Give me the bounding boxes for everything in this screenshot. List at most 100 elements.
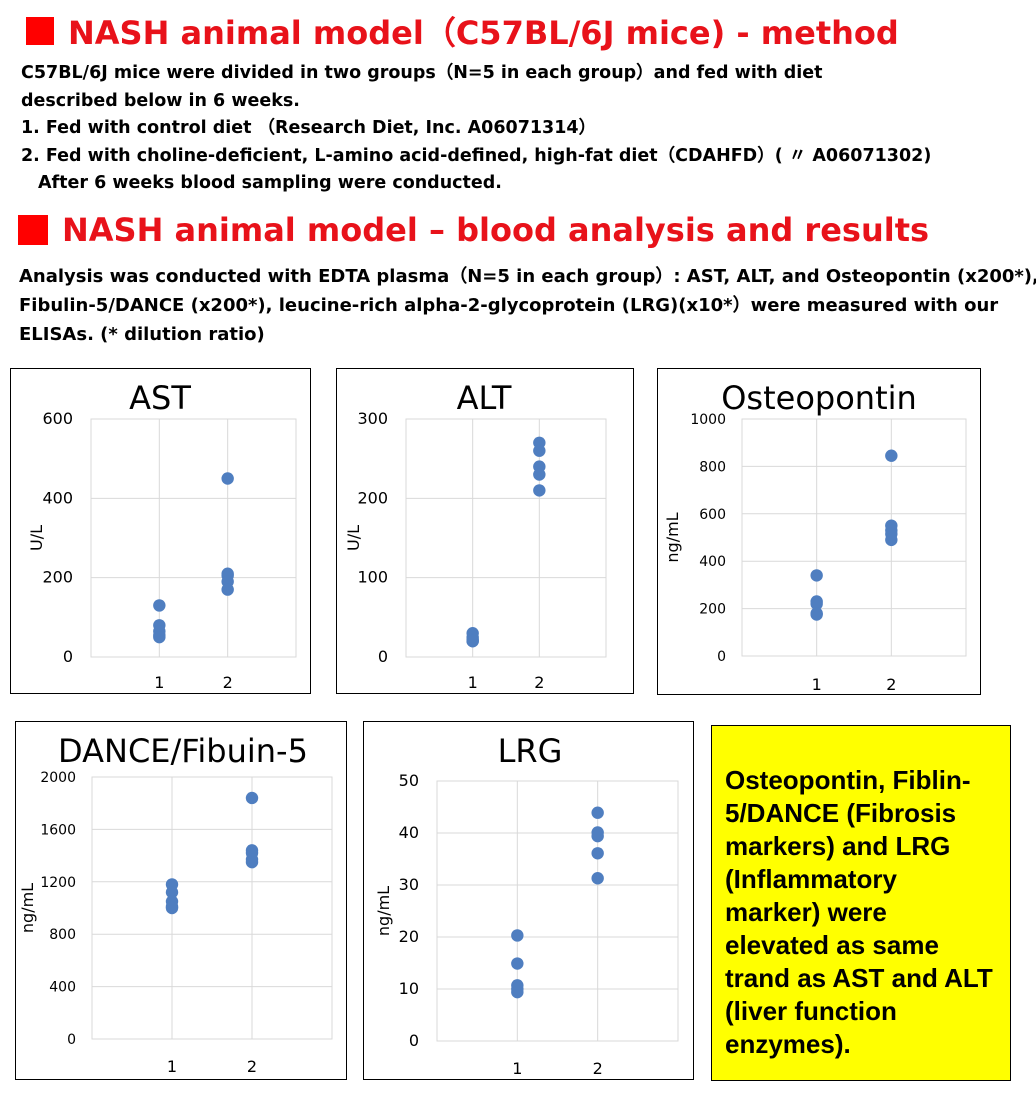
data-point xyxy=(533,444,546,457)
y-tick-label: 800 xyxy=(699,459,726,475)
chart-title: ALT xyxy=(457,379,512,417)
method-line: described below in 6 weeks. xyxy=(21,90,300,111)
chart-title: DANCE/Fibuin-5 xyxy=(58,732,308,770)
y-axis-label: ng/mL xyxy=(374,886,393,936)
chart-title: AST xyxy=(129,379,191,417)
x-tick-label: 2 xyxy=(886,675,896,694)
plot-area xyxy=(405,418,607,658)
y-axis-label: U/L xyxy=(344,525,363,551)
data-point xyxy=(591,847,604,860)
plot-area xyxy=(91,776,333,1040)
y-tick-label: 0 xyxy=(717,649,726,665)
data-point xyxy=(885,449,898,462)
method-line: C57BL/6J mice were divided in two groups… xyxy=(21,63,823,83)
x-tick-label: 1 xyxy=(167,1057,177,1076)
data-point xyxy=(221,472,234,485)
results-line: ELISAs. (* dilution ratio) xyxy=(19,324,265,345)
y-tick-label: 600 xyxy=(42,409,73,428)
y-tick-label: 100 xyxy=(357,568,388,587)
data-point xyxy=(533,484,546,497)
y-tick-label: 200 xyxy=(699,602,726,618)
plot-area xyxy=(741,418,967,657)
y-tick-label: 1200 xyxy=(40,875,76,891)
data-point xyxy=(810,569,823,582)
y-tick-label: 400 xyxy=(49,980,76,996)
y-tick-label: 600 xyxy=(699,507,726,523)
chart-svg: AST 0 200 400 600 1 2 U/L xyxy=(27,379,297,692)
y-tick-label: 1600 xyxy=(40,822,76,838)
x-tick-label: 1 xyxy=(812,675,822,694)
x-tick-label: 2 xyxy=(223,673,233,692)
y-tick-label: 0 xyxy=(67,1032,76,1048)
data-point xyxy=(165,886,179,899)
data-point xyxy=(591,806,604,819)
method-paragraph: C57BL/6J mice were divided in two groups… xyxy=(21,60,931,198)
chart-ast: AST 0 200 400 600 1 2 U/L xyxy=(10,368,311,694)
y-axis-label: ng/mL xyxy=(18,883,37,933)
x-tick-label: 2 xyxy=(593,1059,603,1078)
method-line: 1. Fed with control diet （Research Diet,… xyxy=(21,118,597,138)
y-tick-label: 800 xyxy=(49,927,76,943)
red-square-icon xyxy=(26,17,54,45)
data-point xyxy=(245,791,259,805)
data-point xyxy=(165,901,179,915)
y-tick-label: 20 xyxy=(399,927,419,946)
chart-svg: LRG 0 10 20 30 40 50 1 2 ng/mL xyxy=(374,732,679,1078)
results-heading-text: NASH animal model – blood analysis and r… xyxy=(62,211,930,249)
y-tick-label: 0 xyxy=(409,1031,419,1050)
data-point xyxy=(466,634,479,648)
y-axis-label: ng/mL xyxy=(663,512,682,562)
chart-svg: DANCE/Fibuin-5 0 400 800 1200 1600 2000 1 2 ng/mL xyxy=(18,732,333,1076)
method-heading-text: NASH animal model（C57BL/6J mice) - metho… xyxy=(68,14,899,52)
plot-area xyxy=(436,780,679,1042)
data-point xyxy=(810,597,823,611)
x-tick-label: 2 xyxy=(247,1057,257,1076)
chart-lrg: LRG 0 10 20 30 40 50 1 2 ng/mL xyxy=(363,721,694,1080)
y-tick-label: 30 xyxy=(399,875,419,894)
x-tick-label: 1 xyxy=(468,673,478,692)
y-tick-label: 40 xyxy=(399,823,419,842)
y-tick-label: 300 xyxy=(357,409,388,428)
chart-osteopontin: Osteopontin 0 200 400 600 800 1000 1 2 ng/mL xyxy=(657,368,981,695)
y-tick-label: 0 xyxy=(378,647,388,666)
data-point xyxy=(511,929,524,942)
plot-area xyxy=(90,418,297,658)
chart-alt: ALT 0 100 200 300 1 2 U/L xyxy=(336,368,634,694)
data-point xyxy=(591,829,604,843)
method-line: 2. Fed with choline-deficient, L-amino a… xyxy=(21,145,932,166)
red-square-icon xyxy=(18,215,48,245)
data-point xyxy=(153,630,166,644)
y-tick-label: 50 xyxy=(399,771,419,790)
data-point xyxy=(221,583,234,596)
conclusion-note: Osteopontin, Fiblin-5/DANCE (Fibrosis ma… xyxy=(711,725,1011,1081)
data-point xyxy=(591,872,604,885)
data-point xyxy=(511,957,524,970)
data-point xyxy=(810,608,823,621)
results-heading: NASH animal model – blood analysis and r… xyxy=(18,211,929,249)
y-tick-label: 10 xyxy=(399,979,419,998)
y-tick-label: 400 xyxy=(699,554,726,570)
data-point xyxy=(885,533,898,547)
results-line: Fibulin-5/DANCE (x200*), leucine-rich al… xyxy=(19,295,999,316)
y-tick-label: 2000 xyxy=(40,770,76,786)
y-axis-label: U/L xyxy=(27,525,46,551)
x-tick-label: 2 xyxy=(534,673,544,692)
method-heading: NASH animal model（C57BL/6J mice) - metho… xyxy=(26,8,899,54)
data-point xyxy=(245,855,259,869)
y-tick-label: 0 xyxy=(63,647,73,666)
y-tick-label: 1000 xyxy=(690,412,726,428)
y-tick-label: 200 xyxy=(42,568,73,587)
chart-svg: ALT 0 100 200 300 1 2 U/L xyxy=(344,379,607,692)
results-paragraph: Analysis was conducted with EDTA plasma（… xyxy=(19,262,1036,349)
chart-title: LRG xyxy=(498,732,563,770)
method-line: After 6 weeks blood sampling were conduc… xyxy=(38,173,502,193)
chart-title: Osteopontin xyxy=(721,379,917,417)
chart-dance-fibulin5: DANCE/Fibuin-5 0 400 800 1200 1600 2000 1 2 ng/mL xyxy=(15,721,347,1080)
x-tick-label: 1 xyxy=(512,1059,522,1078)
data-point xyxy=(533,468,546,481)
data-point xyxy=(153,599,166,612)
data-point xyxy=(511,985,524,999)
y-tick-label: 200 xyxy=(357,488,388,507)
chart-svg: Osteopontin 0 200 400 600 800 1000 1 2 ng/mL xyxy=(663,379,967,694)
y-tick-label: 400 xyxy=(42,488,73,507)
